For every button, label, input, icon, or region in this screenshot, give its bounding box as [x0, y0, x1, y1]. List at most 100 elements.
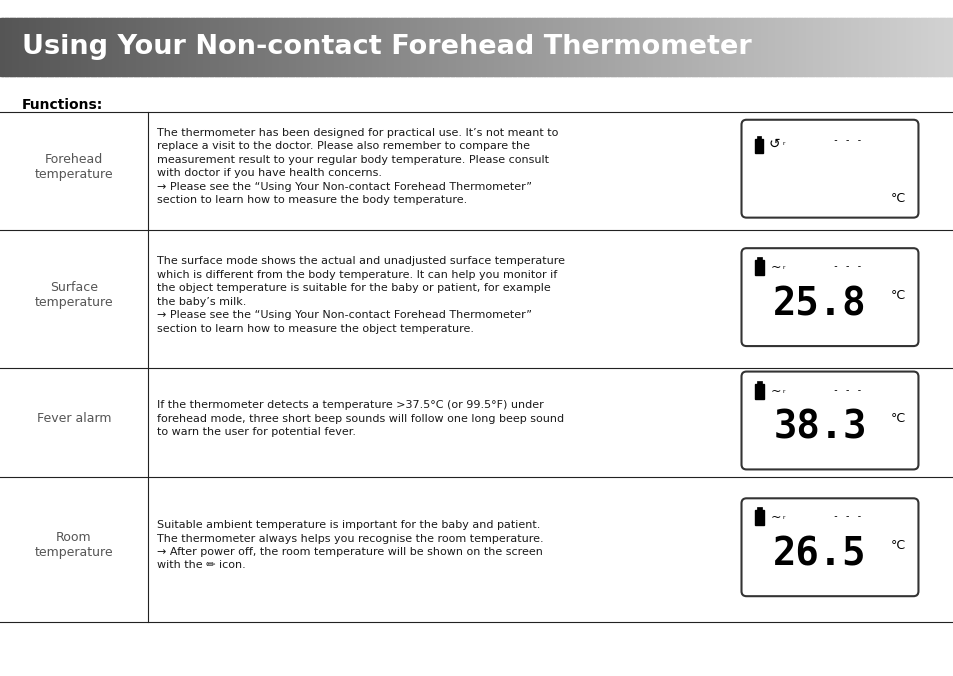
Bar	[586, 18, 590, 76]
Bar	[486, 18, 490, 76]
Text: 25.8: 25.8	[772, 285, 866, 323]
Bar	[71, 18, 75, 76]
Bar	[483, 18, 487, 76]
Bar	[8, 18, 10, 76]
Bar	[698, 18, 701, 76]
FancyBboxPatch shape	[740, 498, 918, 596]
Bar	[721, 18, 725, 76]
Bar	[893, 18, 897, 76]
Bar	[214, 18, 218, 76]
Bar	[367, 18, 371, 76]
Text: to warn the user for potential fever.: to warn the user for potential fever.	[157, 427, 356, 437]
Bar	[305, 18, 309, 76]
Bar	[874, 18, 878, 76]
Bar	[412, 18, 416, 76]
Bar	[802, 18, 806, 76]
Bar	[445, 18, 449, 76]
Bar	[193, 18, 196, 76]
Bar	[664, 18, 668, 76]
Bar	[250, 18, 253, 76]
Bar	[416, 18, 420, 76]
Bar	[515, 18, 518, 76]
Bar	[848, 18, 852, 76]
Text: ~: ~	[770, 385, 781, 397]
Bar	[226, 18, 230, 76]
Bar	[162, 18, 166, 76]
Text: ᵣ: ᵣ	[781, 511, 784, 521]
Bar	[754, 139, 761, 153]
Bar	[717, 18, 720, 76]
Bar	[631, 18, 635, 76]
Bar	[507, 18, 511, 76]
Bar	[297, 18, 301, 76]
Bar	[824, 18, 828, 76]
Bar	[948, 18, 952, 76]
Text: Surface
temperature: Surface temperature	[34, 281, 113, 309]
Text: The thermometer always helps you recognise the room temperature.: The thermometer always helps you recogni…	[157, 533, 543, 544]
Bar	[872, 18, 876, 76]
Bar	[331, 18, 335, 76]
Bar	[357, 18, 361, 76]
FancyBboxPatch shape	[740, 248, 918, 346]
Bar	[295, 18, 299, 76]
Bar	[793, 18, 797, 76]
Bar	[618, 18, 620, 76]
Bar	[672, 18, 676, 76]
Bar	[936, 18, 940, 76]
Bar	[307, 18, 311, 76]
Bar	[760, 18, 763, 76]
Bar	[97, 18, 101, 76]
Bar	[116, 18, 120, 76]
Bar	[281, 18, 285, 76]
Bar	[2, 18, 6, 76]
Bar	[145, 18, 149, 76]
Bar	[667, 18, 671, 76]
Text: Using Your Non-contact Forehead Thermometer: Using Your Non-contact Forehead Thermome…	[22, 34, 751, 60]
Text: - - -: - - -	[832, 511, 862, 521]
Bar	[577, 18, 580, 76]
Bar	[35, 18, 39, 76]
Text: - - -: - - -	[832, 135, 862, 145]
Bar	[915, 18, 919, 76]
Bar	[505, 18, 509, 76]
Bar	[186, 18, 190, 76]
Bar	[939, 18, 943, 76]
Bar	[877, 18, 881, 76]
Bar	[274, 18, 277, 76]
Bar	[898, 18, 902, 76]
Bar	[434, 18, 437, 76]
Bar	[572, 18, 576, 76]
Bar	[598, 18, 601, 76]
Bar	[777, 18, 781, 76]
Bar	[626, 18, 630, 76]
Bar	[456, 18, 458, 76]
Bar	[321, 18, 325, 76]
Bar	[783, 18, 787, 76]
Bar	[312, 18, 315, 76]
Bar	[788, 18, 792, 76]
Bar	[212, 18, 215, 76]
Bar	[381, 18, 385, 76]
Bar	[896, 18, 900, 76]
Bar	[743, 18, 747, 76]
Bar	[553, 18, 557, 76]
Bar	[302, 18, 306, 76]
Text: ~: ~	[770, 261, 781, 274]
Bar	[324, 18, 328, 76]
Bar	[400, 18, 404, 76]
Bar	[467, 18, 471, 76]
Bar	[457, 18, 461, 76]
Text: The surface mode shows the actual and unadjusted surface temperature: The surface mode shows the actual and un…	[157, 256, 565, 266]
Bar	[246, 18, 249, 76]
Bar	[316, 18, 320, 76]
Text: measurement result to your regular body temperature. Please consult: measurement result to your regular body …	[157, 155, 549, 165]
Bar	[943, 18, 947, 76]
Bar	[188, 18, 192, 76]
Bar	[231, 18, 234, 76]
Text: Room
temperature: Room temperature	[34, 531, 113, 559]
Bar	[269, 18, 273, 76]
Text: Forehead
temperature: Forehead temperature	[34, 153, 113, 180]
Bar	[658, 18, 661, 76]
Bar	[253, 18, 256, 76]
Bar	[767, 18, 771, 76]
